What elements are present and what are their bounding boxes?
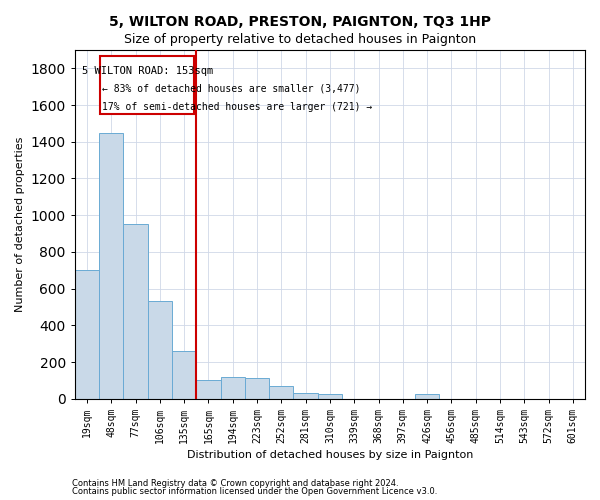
Bar: [415, 394, 439, 399]
Y-axis label: Number of detached properties: Number of detached properties: [15, 136, 25, 312]
Text: 5, WILTON ROAD, PRESTON, PAIGNTON, TQ3 1HP: 5, WILTON ROAD, PRESTON, PAIGNTON, TQ3 1…: [109, 15, 491, 29]
Text: Contains HM Land Registry data © Crown copyright and database right 2024.: Contains HM Land Registry data © Crown c…: [72, 478, 398, 488]
Bar: [221, 376, 245, 399]
Bar: [196, 380, 221, 399]
Bar: [293, 394, 318, 399]
Bar: [245, 378, 269, 399]
Bar: [75, 270, 99, 399]
Text: Size of property relative to detached houses in Paignton: Size of property relative to detached ho…: [124, 32, 476, 46]
Text: 5 WILTON ROAD: 153sqm: 5 WILTON ROAD: 153sqm: [82, 66, 213, 76]
Bar: [318, 394, 342, 399]
Bar: [99, 132, 124, 399]
FancyBboxPatch shape: [100, 56, 194, 114]
Text: Contains public sector information licensed under the Open Government Licence v3: Contains public sector information licen…: [72, 487, 437, 496]
Bar: [269, 386, 293, 399]
Text: ← 83% of detached houses are smaller (3,477): ← 83% of detached houses are smaller (3,…: [102, 84, 361, 94]
Bar: [148, 302, 172, 399]
X-axis label: Distribution of detached houses by size in Paignton: Distribution of detached houses by size …: [187, 450, 473, 460]
Text: 17% of semi-detached houses are larger (721) →: 17% of semi-detached houses are larger (…: [102, 102, 373, 113]
Bar: [172, 351, 196, 399]
Bar: [124, 224, 148, 399]
